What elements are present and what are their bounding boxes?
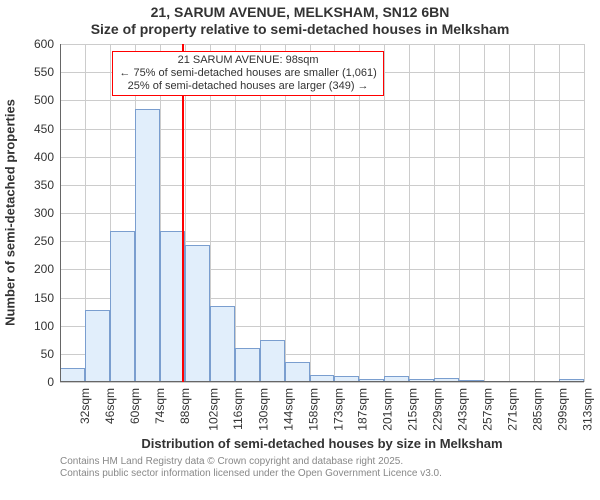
x-tick-label: 187sqm — [356, 388, 370, 431]
histogram-bar — [160, 231, 185, 382]
histogram-bar — [110, 231, 135, 382]
x-tick-label: 229sqm — [431, 388, 445, 431]
grid-line-v — [534, 44, 535, 382]
grid-line-v — [434, 44, 435, 382]
grid-line-v — [559, 44, 560, 382]
y-tick-label: 100 — [34, 319, 54, 333]
x-tick-label: 46sqm — [103, 388, 117, 424]
histogram-bar — [185, 245, 210, 382]
grid-line-h — [60, 382, 584, 383]
y-tick-label: 400 — [34, 150, 54, 164]
x-tick-label: 299sqm — [555, 388, 569, 431]
y-axis-line — [60, 44, 61, 382]
x-tick-label: 215sqm — [406, 388, 420, 431]
x-tick-label: 130sqm — [256, 388, 270, 431]
grid-line-v — [584, 44, 585, 382]
histogram-bar — [60, 368, 85, 382]
x-tick-label: 144sqm — [281, 388, 295, 431]
attribution-line2: Contains public sector information licen… — [60, 468, 442, 480]
x-tick-label: 60sqm — [128, 388, 142, 424]
x-tick-label: 173sqm — [331, 388, 345, 431]
grid-line-v — [384, 44, 385, 382]
y-tick-label: 50 — [41, 347, 54, 361]
y-tick-label: 550 — [34, 65, 54, 79]
y-axis-title: Number of semi-detached properties — [3, 44, 18, 382]
histogram-bar — [210, 306, 235, 382]
histogram-bar — [285, 362, 310, 382]
x-tick-label: 116sqm — [231, 388, 245, 430]
attribution: Contains HM Land Registry data © Crown c… — [60, 456, 442, 480]
grid-line-v — [409, 44, 410, 382]
y-tick-label: 250 — [34, 234, 54, 248]
y-tick-label: 350 — [34, 178, 54, 192]
x-tick-label: 313sqm — [580, 388, 594, 431]
page-title: 21, SARUM AVENUE, MELKSHAM, SN12 6BN — [0, 0, 600, 21]
y-tick-label: 500 — [34, 93, 54, 107]
page-subtitle: Size of property relative to semi-detach… — [0, 21, 600, 38]
grid-line-h — [60, 100, 584, 101]
annotation-box: 21 SARUM AVENUE: 98sqm← 75% of semi-deta… — [112, 51, 383, 97]
y-tick-label: 0 — [47, 375, 54, 389]
grid-line-v — [509, 44, 510, 382]
y-tick-label: 150 — [34, 291, 54, 305]
histogram-bar — [135, 109, 160, 382]
x-tick-label: 271sqm — [506, 388, 520, 431]
x-axis-title: Distribution of semi-detached houses by … — [60, 436, 584, 451]
y-tick-label: 450 — [34, 122, 54, 136]
chart-plot-area: 05010015020025030035040045050055060032sq… — [60, 44, 584, 382]
x-tick-label: 285sqm — [530, 388, 544, 431]
y-tick-label: 200 — [34, 262, 54, 276]
annotation-line3: 25% of semi-detached houses are larger (… — [119, 80, 376, 93]
x-tick-label: 257sqm — [481, 388, 495, 431]
x-tick-label: 201sqm — [381, 388, 395, 431]
grid-line-h — [60, 44, 584, 45]
y-tick-label: 300 — [34, 206, 54, 220]
x-tick-label: 243sqm — [456, 388, 470, 431]
annotation-line1: 21 SARUM AVENUE: 98sqm — [119, 54, 376, 67]
attribution-line1: Contains HM Land Registry data © Crown c… — [60, 456, 442, 468]
annotation-line2: ← 75% of semi-detached houses are smalle… — [119, 67, 376, 80]
grid-line-v — [484, 44, 485, 382]
x-tick-label: 102sqm — [206, 388, 220, 431]
histogram-bar — [260, 340, 285, 382]
x-axis-line — [60, 381, 584, 382]
x-tick-label: 88sqm — [178, 388, 192, 424]
x-tick-label: 158sqm — [306, 388, 320, 431]
grid-line-v — [459, 44, 460, 382]
x-tick-label: 32sqm — [78, 388, 92, 424]
histogram-bar — [85, 310, 110, 382]
y-tick-label: 600 — [34, 37, 54, 51]
x-tick-label: 74sqm — [153, 388, 167, 424]
histogram-bar — [235, 348, 260, 382]
